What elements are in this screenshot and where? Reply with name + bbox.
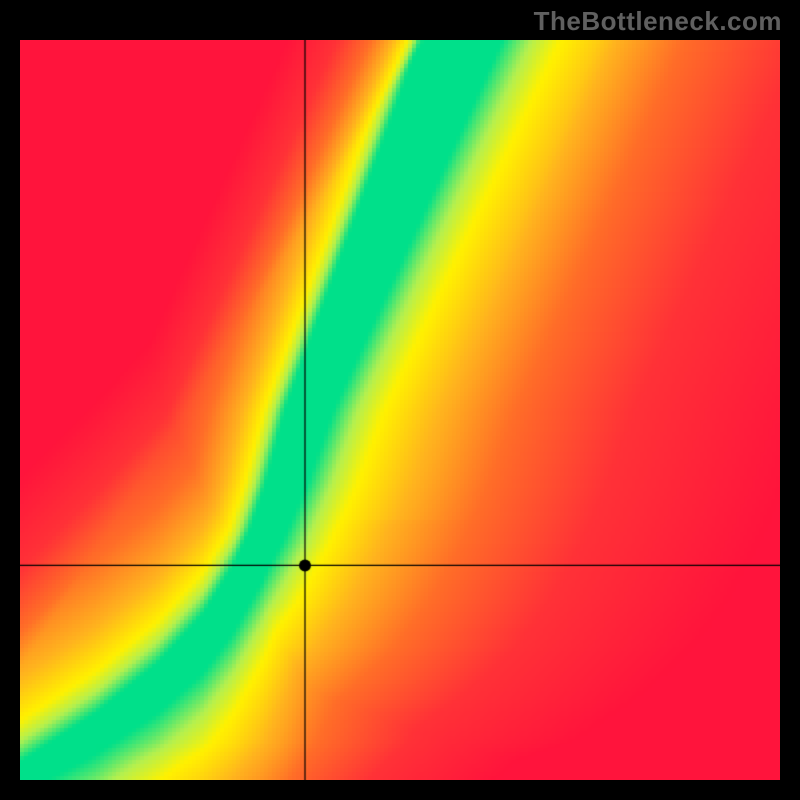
bottleneck-heatmap: [20, 40, 780, 780]
watermark-text: TheBottleneck.com: [534, 6, 782, 37]
